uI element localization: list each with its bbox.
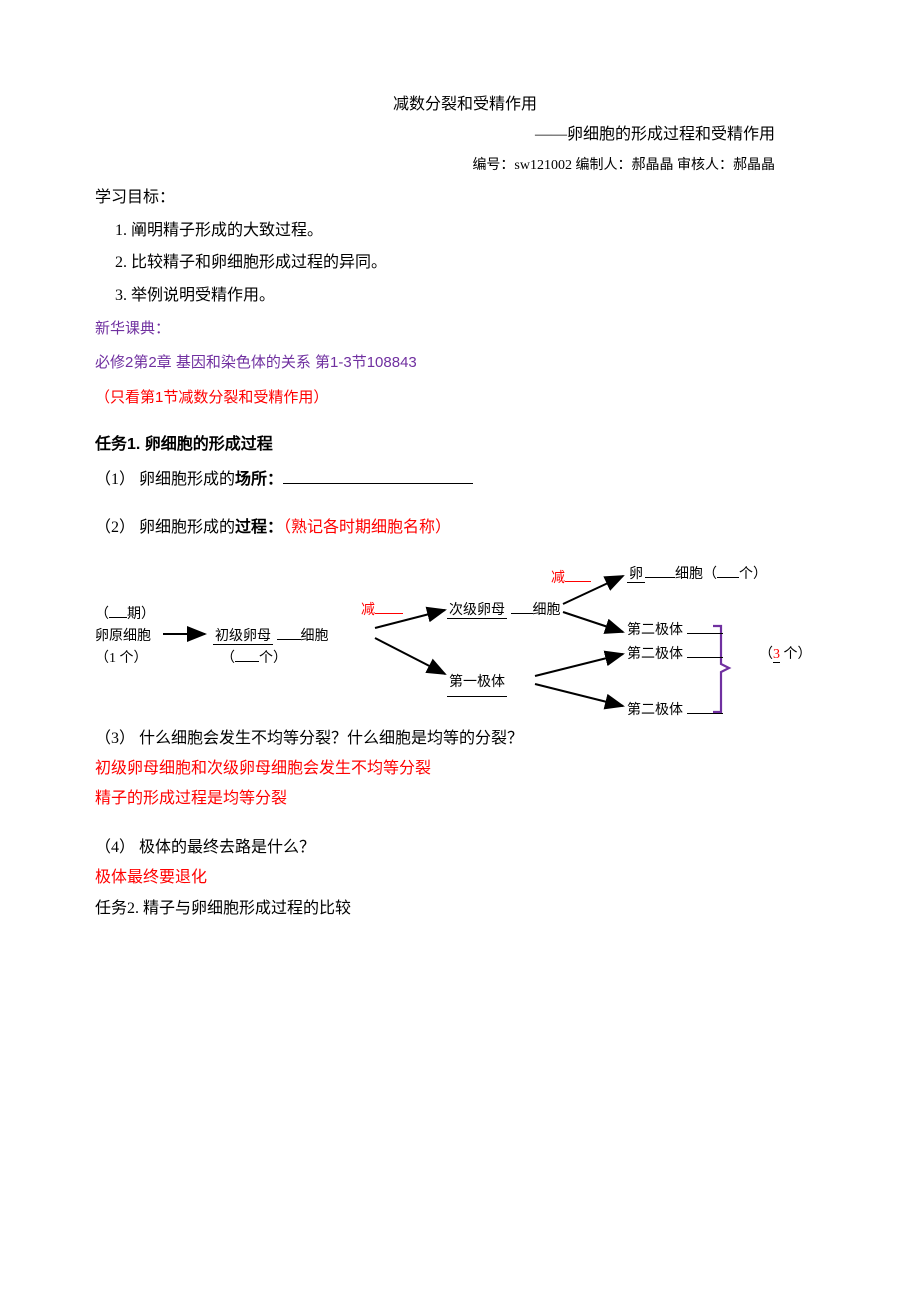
q4-answer: 极体最终要退化: [95, 863, 835, 893]
document-page: 减数分裂和受精作用 ——卵细胞的形成过程和受精作用 编号：sw121002 编制…: [0, 0, 920, 1224]
question-2: （2） 卵细胞形成的过程：（熟记各时期细胞名称）: [95, 513, 835, 543]
meta-line: 编号：sw121002 编制人：郝晶晶 审核人：郝晶晶: [95, 153, 835, 180]
objective-3: 3. 举例说明受精作用。: [95, 281, 835, 311]
q2-note: （熟记各时期细胞名称）: [283, 519, 451, 536]
task2-heading: 任务2. 精子与卵细胞形成过程的比较: [95, 894, 835, 924]
secondary-oocyte: 次级卵母 细胞: [447, 598, 561, 625]
title-main: 减数分裂和受精作用: [95, 90, 835, 120]
jian-label-1: 减: [361, 598, 403, 625]
second-polar-1: 第二极体: [627, 618, 723, 645]
first-polar-body: 第一极体: [447, 670, 507, 698]
objective-1: 1. 阐明精子形成的大致过程。: [95, 216, 835, 246]
q2-bold: 过程：: [235, 519, 283, 536]
q1-bold: 场所：: [235, 471, 283, 488]
task1-heading: 任务1. 卵细胞的形成过程: [95, 430, 835, 460]
question-1: （1） 卵细胞形成的场所：: [95, 465, 835, 495]
polar-count-3: （3 个）: [759, 642, 812, 669]
q3-answer-1: 初级卵母细胞和次级卵母细胞会发生不均等分裂: [95, 754, 835, 784]
xinhua-line: 必修2第2章 基因和染色体的关系 第1-3节108843: [95, 349, 835, 378]
question-4: （4） 极体的最终去路是什么？: [95, 833, 835, 863]
xinhua-heading: 新华课典：: [95, 315, 835, 344]
xinhua-note: （只看第1节减数分裂和受精作用）: [95, 384, 835, 413]
objectives-heading: 学习目标：: [95, 183, 835, 213]
q1-blank: [283, 483, 473, 484]
q3-answer-2: 精子的形成过程是均等分裂: [95, 784, 835, 814]
objective-2: 2. 比较精子和卵细胞形成过程的异同。: [95, 248, 835, 278]
jian-label-2: 减: [551, 566, 591, 593]
q1-prefix: （1） 卵细胞形成的: [95, 471, 235, 488]
second-polar-2: 第二极体: [627, 642, 723, 669]
period-label: （期）: [95, 602, 155, 629]
title-sub: ——卵细胞的形成过程和受精作用: [95, 120, 835, 150]
question-3: （3） 什么细胞会发生不均等分裂？什么细胞是均等的分裂？: [95, 724, 835, 754]
ovum-cell: 卵细胞（个）: [627, 562, 767, 589]
primary-count: （个）: [221, 646, 287, 673]
second-polar-3: 第二极体: [627, 698, 723, 725]
origin-count: （1 个）: [95, 646, 148, 673]
flowchart: 卵原细胞 （1 个） （期） 初级卵母 细胞 （个） 减 次级卵母 细胞 减 第…: [95, 556, 835, 716]
q2-prefix: （2） 卵细胞形成的: [95, 519, 235, 536]
